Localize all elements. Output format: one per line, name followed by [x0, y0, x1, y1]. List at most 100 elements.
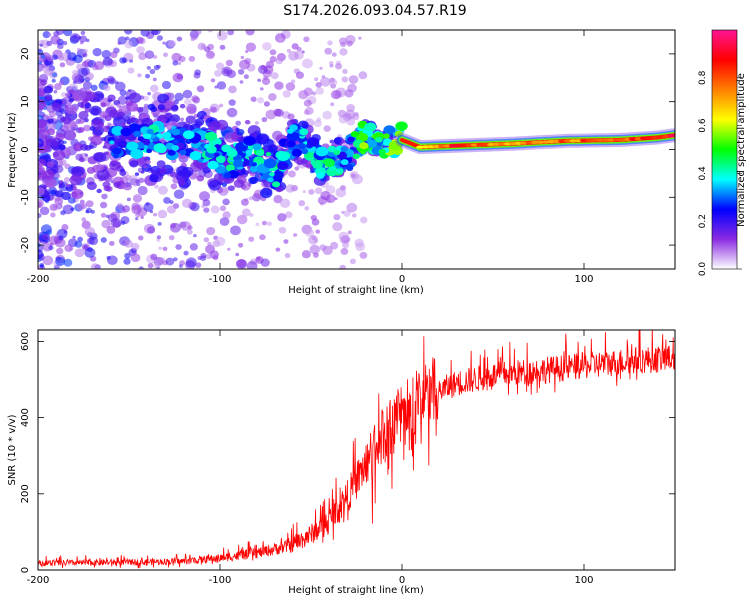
spectrogram-y-tick-label: 0: [20, 146, 31, 152]
spectrogram-cell: [256, 256, 261, 261]
spectrogram-cell: [38, 165, 45, 174]
spectrogram-cell: [113, 181, 121, 188]
spectrogram-cell: [49, 203, 58, 212]
spectrogram-cell: [311, 218, 320, 226]
spectrogram-cell: [83, 244, 88, 250]
spectrogram-cell: [107, 75, 115, 83]
spectrogram-cell: [96, 188, 102, 194]
spectrogram-cell: [179, 103, 186, 109]
spectrogram-cell: [203, 237, 210, 243]
spectrogram-cell: [119, 57, 127, 64]
spectrogram-y-tick-label: -20: [20, 237, 31, 253]
spectrogram-cell: [172, 60, 179, 66]
spectrogram-cell: [315, 87, 325, 95]
spectrogram-cell: [337, 109, 347, 118]
spectrogram-cell: [193, 233, 197, 238]
spectrogram-cell: [272, 181, 281, 188]
spectrogram-cell: [102, 56, 113, 67]
spectrogram-cell: [323, 125, 331, 133]
spectrogram-cell: [51, 78, 56, 83]
spectrogram-y-label: Frequency (Hz): [7, 112, 18, 188]
spectrogram-cell: [161, 80, 172, 90]
spectrogram-cell: [315, 146, 329, 157]
spectrogram-cell: [92, 47, 102, 57]
spectrogram-cell: [166, 205, 176, 214]
spectrogram-cell: [245, 30, 255, 36]
spectrogram-cell: [124, 30, 133, 35]
spectrogram-cell: [354, 238, 364, 248]
spectrogram-cell: [103, 185, 111, 192]
spectrogram-cell: [60, 210, 66, 216]
spectrogram-cell: [150, 84, 159, 93]
spectrogram-cell: [133, 130, 142, 138]
spectrogram-cell: [101, 219, 111, 229]
spectrogram-cell: [86, 181, 97, 191]
spectrogram-cell: [42, 145, 51, 153]
spectrogram-cell: [316, 117, 322, 122]
spectrogram-cell: [126, 141, 139, 151]
spectrogram-cell: [56, 247, 64, 255]
spectrogram-cell: [74, 240, 83, 248]
snr-series-line: [38, 330, 675, 569]
spectrogram-cell: [340, 41, 347, 48]
spectrogram-cell: [39, 43, 43, 47]
spectrogram-cell: [323, 158, 335, 168]
spectrogram-cell: [351, 213, 357, 218]
spectrogram-cell: [248, 177, 257, 185]
spectrogram-cell: [58, 144, 66, 150]
spectrogram-cell: [221, 182, 228, 187]
spectrogram-cell: [210, 78, 216, 83]
spectrogram-cell: [277, 161, 289, 170]
spectrogram-cell: [83, 81, 87, 85]
spectrogram-cell: [130, 148, 144, 159]
spectrogram-cell: [84, 247, 96, 258]
spectrogram-cell: [90, 209, 95, 214]
figure-title: S174.2026.093.04.57.R19: [283, 3, 466, 19]
spectrogram-cell: [189, 243, 198, 251]
spectrogram-cell: [329, 139, 335, 144]
spectrogram-cell: [239, 80, 244, 84]
spectrogram-cell: [245, 149, 253, 155]
spectrogram-cell: [315, 229, 321, 234]
spectrogram-cell: [202, 199, 211, 207]
spectrogram-cell: [147, 226, 156, 234]
spectrogram-cell: [294, 166, 300, 171]
spectrogram-cell: [182, 130, 195, 140]
spectrogram-cell: [210, 205, 220, 214]
spectrogram-cell: [312, 160, 323, 169]
spectrogram-cell: [76, 202, 86, 211]
spectrogram-cell: [170, 183, 178, 190]
spectrogram-cell: [290, 79, 296, 84]
spectrogram-cell: [135, 179, 140, 184]
spectrogram-cell: [105, 151, 110, 155]
spectrogram-cell: [61, 116, 72, 125]
spectrogram-cell: [63, 30, 73, 37]
spectrogram-cell: [273, 195, 283, 204]
spectrogram-cell: [237, 242, 244, 248]
spectrogram-cell: [191, 95, 199, 103]
spectrogram-cell: [39, 262, 44, 268]
spectrogram-cell: [283, 239, 289, 244]
colorbar-ticks: 0.0 0.2 0.4 0.6 0.8: [698, 70, 742, 276]
spectrogram-cell: [286, 131, 300, 142]
spectrogram-cell: [42, 31, 51, 39]
spectrogram-cell: [347, 83, 357, 93]
spectrogram-cell: [291, 43, 299, 50]
spectrogram-cell: [248, 236, 255, 242]
spectrogram-cell: [105, 106, 118, 117]
spectrogram-cell: [163, 196, 171, 204]
spectrogram-cell: [84, 107, 91, 113]
spectrogram-cell: [309, 244, 320, 255]
spectrogram-cell: [100, 102, 107, 108]
spectrogram-cell: [233, 179, 245, 188]
spectrogram-cell: [129, 160, 139, 168]
spectrogram-cell: [65, 183, 71, 188]
spectrogram-cell: [134, 172, 140, 176]
spectrogram-cell: [180, 117, 185, 122]
spectrogram-cell: [322, 110, 332, 120]
spectrogram-cell: [147, 262, 154, 269]
spectrogram-cell: [263, 158, 277, 169]
spectrogram-cell: [46, 55, 54, 62]
spectrogram-cell: [251, 162, 258, 167]
spectrogram-cell: [103, 84, 111, 92]
